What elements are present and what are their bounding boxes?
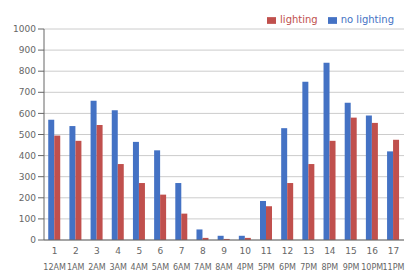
svg-text:13: 13 — [303, 246, 314, 256]
svg-text:7AM: 7AM — [194, 263, 212, 272]
svg-text:10: 10 — [239, 246, 251, 256]
svg-text:11PM: 11PM — [382, 263, 404, 272]
svg-text:12AM: 12AM — [43, 263, 66, 272]
svg-text:7PM: 7PM — [300, 263, 317, 272]
svg-text:16: 16 — [367, 246, 379, 256]
svg-text:8AM: 8AM — [215, 263, 233, 272]
svg-text:4: 4 — [115, 246, 121, 256]
svg-text:100: 100 — [19, 214, 36, 224]
svg-text:10PM: 10PM — [361, 263, 383, 272]
svg-text:400: 400 — [19, 151, 36, 161]
svg-text:15: 15 — [345, 246, 356, 256]
svg-text:1000: 1000 — [13, 24, 36, 34]
svg-text:17: 17 — [388, 246, 399, 256]
svg-text:3: 3 — [94, 246, 100, 256]
svg-text:800: 800 — [19, 66, 36, 76]
svg-text:6: 6 — [158, 246, 164, 256]
svg-text:0: 0 — [30, 235, 36, 245]
svg-text:2AM: 2AM — [88, 263, 106, 272]
svg-text:14: 14 — [324, 246, 336, 256]
svg-text:200: 200 — [19, 193, 36, 203]
svg-text:1: 1 — [52, 246, 58, 256]
svg-text:11: 11 — [261, 246, 272, 256]
html-text:lighting: lighting — [280, 14, 318, 25]
svg-text:500: 500 — [19, 130, 36, 140]
svg-text:5PM: 5PM — [258, 263, 275, 272]
svg-text:600: 600 — [19, 109, 36, 119]
svg-text:3AM: 3AM — [109, 263, 127, 272]
svg-text:8PM: 8PM — [321, 263, 338, 272]
svg-text:300: 300 — [19, 172, 36, 182]
svg-text:8: 8 — [200, 246, 206, 256]
svg-text:1AM: 1AM — [67, 263, 85, 272]
svg-text:9: 9 — [221, 246, 227, 256]
svg-text:6AM: 6AM — [173, 263, 191, 272]
svg-text:900: 900 — [19, 45, 36, 55]
svg-text:4PM: 4PM — [237, 263, 254, 272]
svg-text:12: 12 — [282, 246, 293, 256]
svg-text:5: 5 — [136, 246, 142, 256]
svg-text:4AM: 4AM — [131, 263, 149, 272]
html-text:no lighting: no lighting — [340, 14, 394, 25]
svg-text:6PM: 6PM — [279, 263, 296, 272]
svg-text:2: 2 — [73, 246, 79, 256]
svg-text:700: 700 — [19, 87, 36, 97]
svg-text:9PM: 9PM — [343, 263, 360, 272]
svg-text:7: 7 — [179, 246, 185, 256]
svg-text:5AM: 5AM — [152, 263, 170, 272]
